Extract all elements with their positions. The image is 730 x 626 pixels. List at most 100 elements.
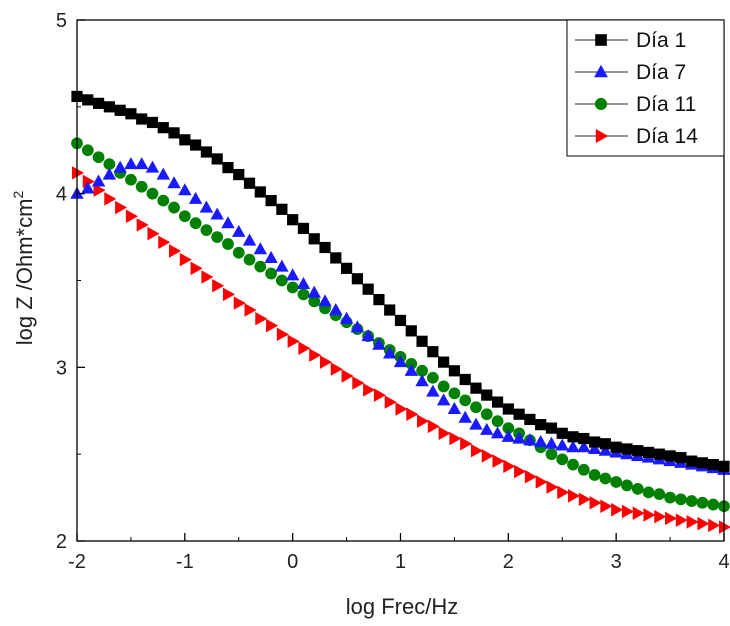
data-point: [362, 283, 374, 295]
x-tick-label: 3: [611, 551, 622, 573]
legend-label: Día 7: [636, 61, 686, 84]
data-point: [416, 364, 428, 377]
data-point: [469, 417, 483, 430]
data-point: [448, 387, 461, 400]
data-point: [200, 146, 212, 158]
x-tick-label: 4: [718, 551, 729, 573]
data-point: [621, 479, 633, 492]
data-point: [168, 127, 180, 139]
data-point: [199, 200, 214, 213]
data-point: [545, 422, 558, 434]
data-point: [459, 394, 472, 407]
data-point: [352, 376, 365, 390]
data-point: [92, 151, 105, 164]
legend-marker: [594, 97, 608, 111]
data-point: [287, 214, 299, 226]
data-point: [696, 496, 709, 509]
data-point: [104, 192, 117, 206]
data-point: [566, 440, 580, 453]
data-point: [598, 443, 613, 456]
data-point: [308, 233, 320, 245]
y-tick-label: 5: [56, 10, 67, 32]
data-point: [621, 504, 634, 519]
data-point: [502, 422, 515, 434]
data-point: [169, 244, 182, 258]
data-point: [266, 318, 279, 333]
data-point: [102, 167, 117, 180]
data-point: [610, 476, 623, 488]
data-point: [697, 516, 710, 531]
data-point: [685, 495, 698, 507]
data-point: [136, 218, 149, 232]
data-point: [535, 475, 548, 489]
data-point: [125, 209, 138, 223]
data-point: [599, 438, 611, 450]
data-point: [211, 153, 223, 165]
x-tick-label: 2: [503, 551, 514, 573]
data-point: [265, 267, 277, 280]
data-point: [361, 329, 375, 342]
data-point: [707, 498, 720, 511]
legend-label: Día 11: [636, 93, 696, 116]
axes-layer: -2 -1 0 1 2 3 4 2 3 4 5: [56, 10, 730, 573]
data-point: [686, 455, 698, 467]
data-point: [125, 108, 137, 120]
y-tick-label: 4: [56, 184, 67, 206]
legend-marker: [595, 129, 609, 143]
data-point: [242, 233, 257, 246]
data-point: [426, 371, 439, 384]
y-tick-label: 3: [56, 357, 67, 379]
data-point: [599, 472, 612, 485]
data-point: [556, 453, 569, 466]
x-tick-label: 1: [395, 551, 406, 573]
data-point: [544, 436, 559, 449]
data-point: [243, 177, 256, 189]
data-point: [653, 448, 665, 460]
data-point: [458, 410, 472, 423]
data-point: [589, 496, 602, 510]
data-point: [211, 231, 224, 243]
data-point: [351, 273, 363, 285]
data-point: [287, 334, 300, 349]
series-triangle-right-4: [71, 166, 730, 534]
data-point: [395, 402, 408, 416]
data-point: [438, 356, 450, 368]
data-point: [642, 486, 655, 499]
data-point: [470, 401, 482, 414]
data-point: [222, 238, 234, 250]
data-point: [708, 518, 721, 533]
data-point: [297, 288, 310, 301]
data-point: [254, 260, 267, 273]
data-point: [319, 355, 333, 369]
data-point: [696, 457, 709, 469]
data-point: [190, 261, 203, 276]
data-point: [222, 287, 235, 302]
data-point: [264, 250, 278, 263]
data-point: [147, 226, 160, 241]
data-point: [253, 242, 268, 255]
data-point: [146, 116, 159, 129]
data-point: [232, 246, 245, 259]
data-point: [533, 435, 548, 448]
legend-entry: Día 7: [575, 61, 686, 84]
data-point: [146, 187, 159, 200]
legend-entry: Día 11: [575, 93, 696, 116]
data-point: [674, 493, 687, 506]
data-point: [394, 314, 407, 327]
data-point: [91, 174, 106, 187]
data-point: [514, 464, 527, 479]
data-point: [567, 431, 579, 443]
legend-entry: Día 14: [575, 125, 698, 148]
data-point: [621, 443, 633, 455]
data-point: [642, 446, 655, 459]
data-point: [178, 183, 192, 196]
x-tick-label: -2: [68, 551, 86, 573]
legend-entry: Día 1: [575, 29, 686, 52]
data-point: [285, 268, 300, 281]
data-point: [578, 432, 590, 445]
data-point: [415, 374, 429, 387]
data-point: [190, 139, 202, 151]
data-point: [330, 362, 343, 376]
data-point: [363, 383, 376, 397]
series-layer: [70, 90, 730, 534]
